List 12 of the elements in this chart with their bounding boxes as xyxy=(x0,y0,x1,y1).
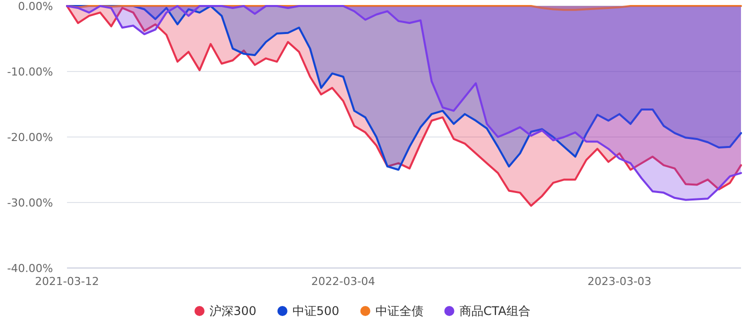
x-tick-label: 2023-03-03 xyxy=(587,275,652,288)
x-tick-label: 2021-03-12 xyxy=(35,275,99,288)
legend-label: 中证全债 xyxy=(375,304,424,318)
y-tick-label: -20.00% xyxy=(7,131,53,144)
y-tick-label: -40.00% xyxy=(7,262,53,275)
legend-label: 中证500 xyxy=(292,304,340,318)
y-tick-label: -10.00% xyxy=(7,66,53,78)
y-tick-label: 0.00% xyxy=(18,0,53,13)
legend-label: 商品CTA组合 xyxy=(459,304,530,318)
x-tick-label: 2022-03-04 xyxy=(311,275,376,288)
legend-label: 沪深300 xyxy=(210,304,256,318)
y-tick-label: -30.00% xyxy=(7,196,53,210)
